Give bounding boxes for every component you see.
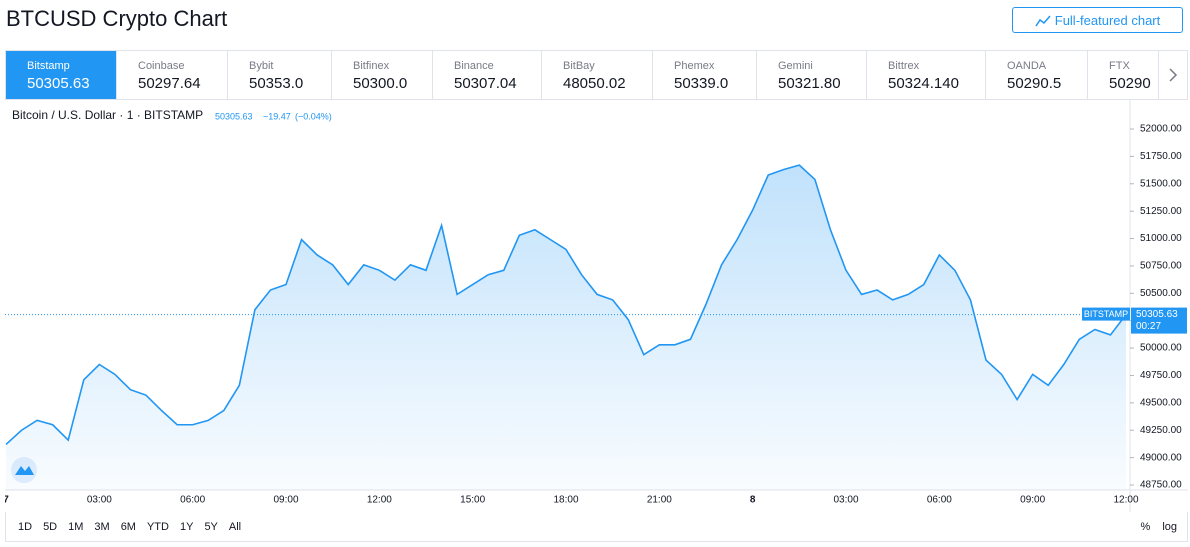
- scale-option[interactable]: %: [1140, 521, 1151, 533]
- exchange-name: BitBay: [563, 60, 595, 72]
- price-label: 50305.63: [1136, 309, 1178, 320]
- range-button[interactable]: 3M: [94, 521, 110, 533]
- series-name: Bitcoin / U.S. Dollar · 1 · BITSTAMP: [12, 108, 203, 122]
- exchange-tab[interactable]: Coinbase 50297.64: [117, 51, 228, 99]
- x-tick-label: 06:00: [927, 495, 952, 506]
- y-tick-label: 51750.00: [1140, 151, 1182, 162]
- exchange-tab[interactable]: Bittrex 50324.140: [867, 51, 986, 99]
- exchange-name: Phemex: [674, 60, 715, 72]
- x-tick-label: 21:00: [647, 495, 672, 506]
- exchange-price: 50300.0: [353, 75, 408, 92]
- exchange-price: 50290: [1109, 75, 1151, 92]
- y-tick-label: 52000.00: [1140, 124, 1182, 135]
- countdown: 00:27: [1136, 321, 1161, 332]
- exchange-tab[interactable]: Bitstamp 50305.63: [6, 51, 117, 99]
- scale-options: % log: [1141, 521, 1177, 533]
- x-tick-label: 06:00: [180, 495, 205, 506]
- y-tick-label: 51500.00: [1140, 178, 1182, 189]
- range-button[interactable]: 5Y: [204, 521, 218, 533]
- exchange-price: 50339.0: [674, 75, 729, 92]
- y-tick-label: 49250.00: [1140, 425, 1182, 436]
- range-button[interactable]: YTD: [146, 521, 169, 533]
- full-chart-button[interactable]: Full-featured chart: [1012, 7, 1183, 33]
- range-button[interactable]: 1M: [68, 521, 84, 533]
- price-source: BITSTAMP: [1084, 309, 1128, 319]
- range-button[interactable]: 6M: [120, 521, 136, 533]
- price-change-pct: (−0.04%): [295, 111, 332, 121]
- exchange-price: 50324.140: [888, 75, 959, 92]
- scale-option[interactable]: log: [1162, 521, 1177, 533]
- exchange-name: Bittrex: [888, 60, 920, 72]
- x-tick-label: 15:00: [460, 495, 485, 506]
- y-tick-label: 50750.00: [1140, 261, 1182, 272]
- price-source-box: [1082, 307, 1130, 321]
- exchange-price: 50297.64: [138, 75, 201, 92]
- x-tick-label: 8: [750, 495, 756, 506]
- exchange-price: 48050.02: [563, 75, 626, 92]
- y-tick-label: 49750.00: [1140, 370, 1182, 381]
- exchange-tabs: Bitstamp 50305.63 Coinbase 50297.64 Bybit 503…: [5, 50, 1188, 100]
- x-tick-label: 12:00: [367, 495, 392, 506]
- bottom-bar: 1D 5D 1M 3M 6M YTD 1Y 5Y All% log: [5, 512, 1188, 542]
- line: [5, 164, 1127, 446]
- exchange-price: 50290.5: [1007, 75, 1062, 92]
- y-tick-label: 48750.00: [1140, 480, 1182, 491]
- price-label-box: [1131, 307, 1187, 334]
- exchange-name: OANDA: [1007, 60, 1047, 72]
- range-list: 1D 5D 1M 3M 6M YTD 1Y 5Y All: [18, 521, 241, 533]
- y-tick-label: 51250.00: [1140, 206, 1182, 217]
- exchange-tab[interactable]: Bitfinex 50300.0: [332, 51, 433, 99]
- exchange-tab[interactable]: FTX 50290: [1088, 51, 1159, 99]
- y-tick-label: 50500.00: [1140, 288, 1182, 299]
- exchange-tab[interactable]: OANDA 50290.5: [986, 51, 1088, 99]
- exchange-tab[interactable]: Phemex 50339.0: [653, 51, 757, 99]
- x-tick-label: 03:00: [87, 495, 112, 506]
- y-tick-label: 49500.00: [1140, 397, 1182, 408]
- exchange-name: Bitstamp: [27, 60, 70, 72]
- chart: Bitcoin / U.S. Dollar · 1 · BITSTAMP 503…: [5, 100, 1188, 512]
- exchange-name: Coinbase: [138, 60, 185, 72]
- exchange-tab[interactable]: Gemini 50321.80: [757, 51, 867, 99]
- last-price: 50305.63: [215, 111, 253, 121]
- exchange-name: Bybit: [249, 60, 274, 72]
- exchange-price: 50307.04: [454, 75, 517, 92]
- y-tick-label: 49000.00: [1140, 452, 1182, 463]
- y-tick-label: 50000.00: [1140, 343, 1182, 354]
- button-label: Full-featured chart: [1054, 13, 1161, 28]
- price-change: −19.47: [263, 111, 291, 121]
- range-button[interactable]: 5D: [43, 521, 58, 533]
- x-tick-label: 12:00: [1113, 495, 1138, 506]
- exchange-name: FTX: [1109, 60, 1130, 72]
- range-button[interactable]: All: [228, 521, 242, 533]
- range-button[interactable]: 1Y: [179, 521, 194, 533]
- exchange-price: 50321.80: [778, 75, 841, 92]
- exchange-name: Bitfinex: [353, 60, 390, 72]
- x-tick-label: 18:00: [553, 495, 578, 506]
- y-tick-label: 51000.00: [1140, 233, 1182, 244]
- x-tick-label: 09:00: [273, 495, 298, 506]
- scroll-arrow[interactable]: [1159, 51, 1187, 99]
- exchange-tab[interactable]: Binance 50307.04: [433, 51, 542, 99]
- x-tick-label: 03:00: [833, 495, 858, 506]
- exchange-name: Gemini: [778, 60, 813, 72]
- exchange-tab[interactable]: BitBay 48050.02: [542, 51, 653, 99]
- area: [6, 165, 1126, 490]
- exchange-price: 50353.0: [249, 75, 304, 92]
- exchange-price: 50305.63: [27, 75, 90, 92]
- exchange-name: Binance: [454, 60, 494, 72]
- range-button[interactable]: 1D: [18, 521, 33, 533]
- x-tick-label: 09:00: [1020, 495, 1045, 506]
- exchange-tab[interactable]: Bybit 50353.0: [228, 51, 332, 99]
- x-tick-label: 7: [5, 495, 9, 506]
- chart-icon: [1035, 15, 1051, 27]
- page-title: BTCUSD Crypto Chart: [6, 6, 228, 31]
